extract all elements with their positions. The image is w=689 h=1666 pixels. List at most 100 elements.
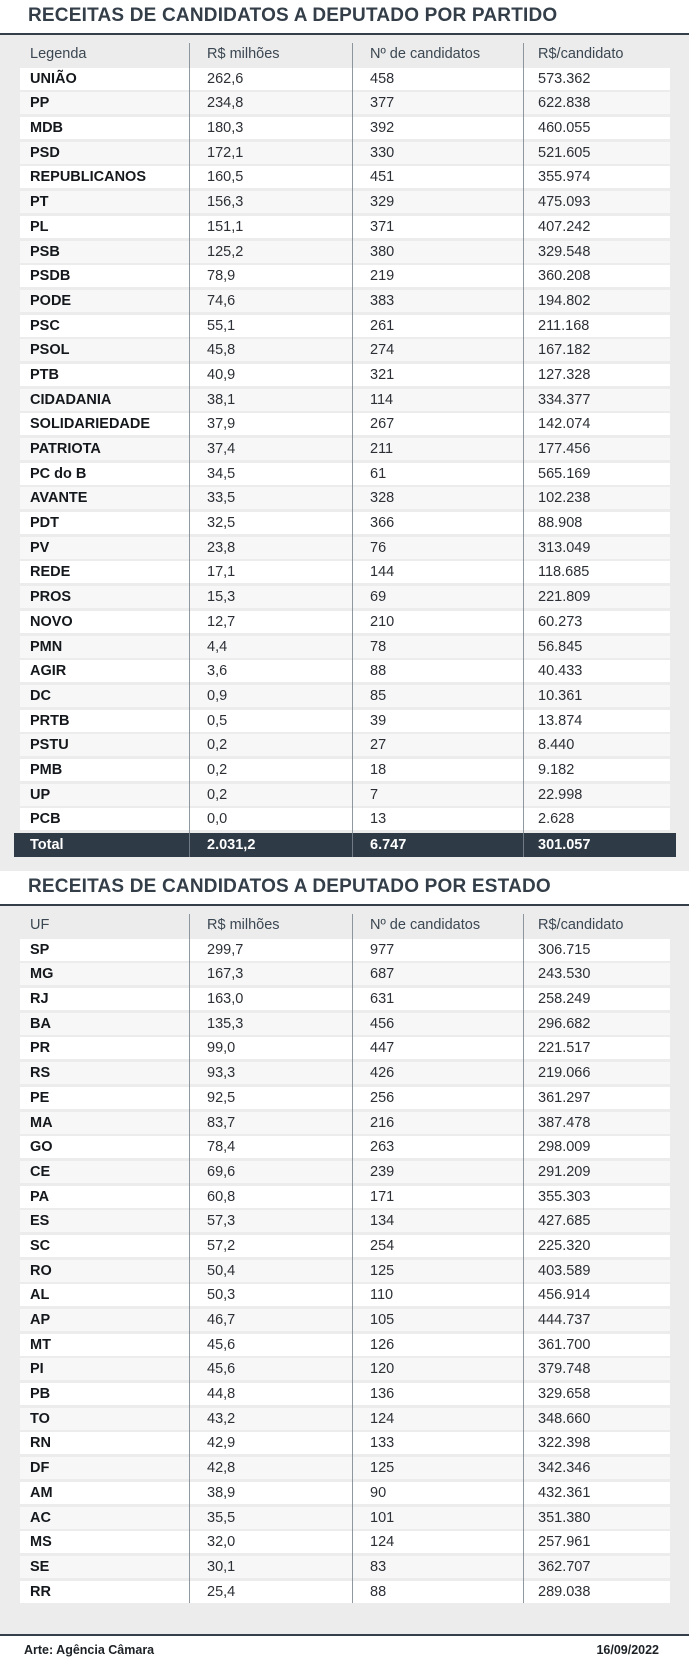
row-label: RS bbox=[30, 1065, 51, 1082]
row-value: 78 bbox=[370, 638, 387, 655]
row-label: PSC bbox=[30, 317, 60, 334]
row-value: 392 bbox=[370, 120, 395, 137]
row-value: 258.249 bbox=[538, 991, 591, 1008]
row-label: AGIR bbox=[30, 663, 67, 680]
row-value: 101 bbox=[370, 1509, 395, 1526]
column-header: R$/candidato bbox=[538, 46, 624, 62]
row-value: 211.168 bbox=[538, 317, 590, 334]
row-label: CE bbox=[30, 1163, 51, 1180]
row-label: PRTB bbox=[30, 712, 70, 729]
row-value: 124 bbox=[370, 1410, 395, 1427]
table-row: PSDB 78,9 219 360.208 bbox=[20, 265, 670, 288]
table-row: PV 23,8 76 313.049 bbox=[20, 536, 670, 559]
row-value: 379.748 bbox=[538, 1361, 591, 1378]
row-value: 167,3 bbox=[207, 966, 244, 983]
row-value: 239 bbox=[370, 1163, 395, 1180]
row-value: 351.380 bbox=[538, 1509, 591, 1526]
table-row: REPUBLICANOS 160,5 451 355.974 bbox=[20, 166, 670, 189]
row-value: 18 bbox=[370, 761, 387, 778]
row-value: 234,8 bbox=[207, 95, 244, 112]
row-label: PV bbox=[30, 539, 50, 556]
row-label: PR bbox=[30, 1040, 51, 1057]
row-label: AM bbox=[30, 1484, 53, 1501]
row-label: PSTU bbox=[30, 737, 69, 754]
party-table-body: UNIÃO 262,6 458 573.362 PP 234,8 377 622.838 MDB… bbox=[20, 67, 670, 831]
table-row: PI 45,6 120 379.748 bbox=[20, 1358, 670, 1381]
row-value: 10.361 bbox=[538, 687, 583, 704]
row-value: 105 bbox=[370, 1312, 395, 1328]
row-value: 99,0 bbox=[207, 1040, 236, 1057]
footer-credit: Arte: Agência Câmara bbox=[24, 1643, 155, 1657]
table-row: PSOL 45,8 274 167.182 bbox=[20, 339, 670, 362]
row-label: PMB bbox=[30, 761, 63, 778]
party-table-header-row: Legenda R$ milhões Nº de candidatos R$/cand… bbox=[20, 43, 670, 65]
row-value: 90 bbox=[370, 1484, 387, 1501]
row-value: 160,5 bbox=[207, 169, 244, 186]
row-value: 342.346 bbox=[538, 1460, 591, 1477]
column-divider bbox=[523, 43, 525, 857]
row-value: 88 bbox=[370, 1583, 387, 1600]
row-label: SC bbox=[30, 1237, 51, 1254]
row-value: 377 bbox=[370, 95, 395, 112]
row-value: 262,6 bbox=[207, 70, 244, 87]
table-row: RN 42,9 133 322.398 bbox=[20, 1432, 670, 1455]
row-value: 27 bbox=[370, 737, 387, 754]
row-value: 219.066 bbox=[538, 1065, 591, 1082]
table-row: PRTB 0,5 39 13.874 bbox=[20, 709, 670, 732]
row-label: PMN bbox=[30, 638, 63, 655]
row-value: 163,0 bbox=[207, 991, 244, 1008]
column-divider bbox=[523, 914, 525, 1603]
row-value: 211 bbox=[370, 441, 394, 457]
column-header: Nº de candidatos bbox=[370, 46, 481, 62]
row-value: 355.303 bbox=[538, 1188, 591, 1205]
row-value: 328 bbox=[370, 490, 395, 507]
row-value: 7 bbox=[370, 786, 379, 803]
row-label: PL bbox=[30, 218, 49, 235]
row-value: 45,6 bbox=[207, 1336, 236, 1353]
table-row: ES 57,3 134 427.685 bbox=[20, 1210, 670, 1233]
row-label: AL bbox=[30, 1287, 50, 1304]
row-value: 78,9 bbox=[207, 268, 236, 285]
table-row: AC 35,5 101 351.380 bbox=[20, 1506, 670, 1529]
row-value: 366 bbox=[370, 515, 395, 532]
row-value: 458 bbox=[370, 70, 395, 87]
table-row: RR 25,4 88 289.038 bbox=[20, 1580, 670, 1603]
table-row: PC do B 34,5 61 565.169 bbox=[20, 462, 670, 485]
row-value: 219 bbox=[370, 268, 395, 285]
row-label: RR bbox=[30, 1583, 51, 1600]
table-row: MG 167,3 687 243.530 bbox=[20, 963, 670, 986]
table-row: PATRIOTA 37,4 211 177.456 bbox=[20, 438, 670, 460]
table-row: PCB 0,0 13 2.628 bbox=[20, 808, 670, 831]
row-value: 380 bbox=[370, 243, 395, 260]
table-row: RJ 163,0 631 258.249 bbox=[20, 988, 670, 1011]
row-value: 243.530 bbox=[538, 966, 591, 983]
row-value: 403.589 bbox=[538, 1262, 591, 1279]
table-row: PT 156,3 329 475.093 bbox=[20, 191, 670, 214]
row-label: TO bbox=[30, 1410, 50, 1427]
row-value: 451 bbox=[370, 169, 395, 186]
table-row: SC 57,2 254 225.320 bbox=[20, 1234, 670, 1257]
row-value: 56.845 bbox=[538, 638, 583, 655]
table-row: GO 78,4 263 298.009 bbox=[20, 1136, 670, 1159]
row-value: 46,7 bbox=[207, 1312, 236, 1328]
row-label: PE bbox=[30, 1089, 50, 1106]
row-value: 43,2 bbox=[207, 1410, 236, 1427]
row-value: 371 bbox=[370, 218, 395, 235]
row-value: 263 bbox=[370, 1139, 395, 1156]
row-value: 156,3 bbox=[207, 194, 244, 211]
row-value: 225.320 bbox=[538, 1237, 591, 1254]
row-label: DF bbox=[30, 1460, 50, 1477]
row-value: 44,8 bbox=[207, 1386, 236, 1403]
row-value: 267 bbox=[370, 416, 395, 433]
row-label: AP bbox=[30, 1312, 51, 1328]
table-row: PB 44,8 136 329.658 bbox=[20, 1383, 670, 1406]
row-value: 114 bbox=[370, 391, 394, 408]
table-row: CE 69,6 239 291.209 bbox=[20, 1160, 670, 1183]
row-value: 291.209 bbox=[538, 1163, 591, 1180]
row-label: PATRIOTA bbox=[30, 441, 101, 457]
row-value: 34,5 bbox=[207, 465, 236, 482]
row-label: PI bbox=[30, 1361, 44, 1378]
row-value: 102.238 bbox=[538, 490, 591, 507]
row-value: 61 bbox=[370, 465, 387, 482]
row-value: 426 bbox=[370, 1065, 395, 1082]
